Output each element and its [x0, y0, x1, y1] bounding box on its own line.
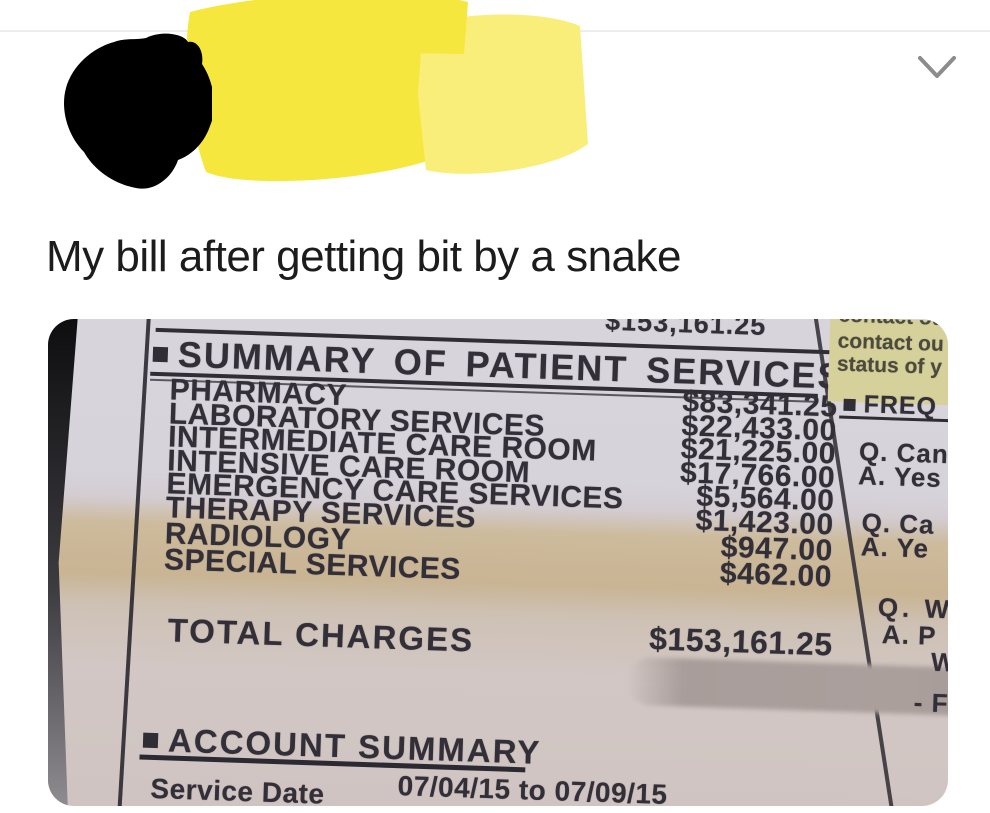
bill-photo[interactable]: $153,161.25 SUMMARY OF PATIENT SERVICES …: [48, 319, 948, 806]
avatar[interactable]: [42, 26, 212, 196]
square-bullet-icon: [843, 398, 856, 411]
bill-content: $153,161.25 SUMMARY OF PATIENT SERVICES …: [83, 319, 948, 806]
service-date-value: 07/04/15 to 07/09/15: [397, 770, 669, 806]
clipped-top-amount: $153,161.25: [604, 319, 767, 342]
redaction-smudge: [625, 656, 948, 717]
square-bullet-icon: [142, 732, 159, 748]
faq-answer: A. P: [881, 619, 938, 651]
square-bullet-icon: [152, 346, 169, 362]
total-label: TOTAL CHARGES: [167, 611, 475, 659]
service-date-label: Service Date: [149, 772, 325, 806]
username-redaction-scribble: [186, 0, 588, 182]
faq-answer: A. Ye: [860, 531, 930, 564]
text-fragment: - F: [913, 687, 948, 719]
text-fragment: W: [930, 646, 948, 678]
faq-answer: A. Yes: [857, 460, 943, 493]
item-amount: $462.00: [719, 556, 833, 594]
chevron-down-icon[interactable]: [916, 52, 958, 84]
notice-line: status of y: [836, 352, 943, 379]
post-caption: My bill after getting bit by a snake: [46, 232, 682, 281]
photo-dark-edge: [48, 319, 78, 806]
